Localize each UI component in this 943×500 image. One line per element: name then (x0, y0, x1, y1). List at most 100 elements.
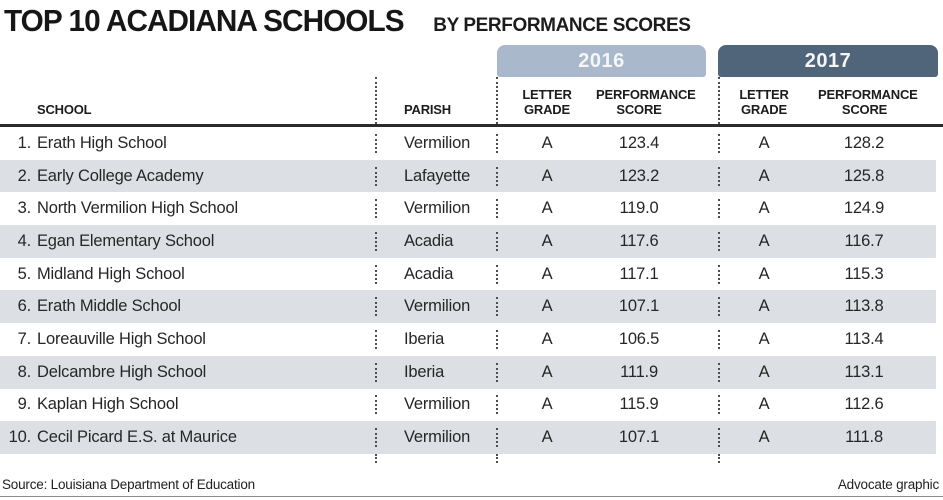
letter-grade-2017-value: A (718, 395, 818, 415)
performance-score-2016-value: 117.1 (619, 264, 659, 283)
school-rank: 6. (17, 297, 32, 316)
performance-score-2016-value: 107.1 (618, 297, 660, 316)
parish-value: Vermilion (375, 395, 496, 415)
column-header-performance-score-2016: PERFORMANCE SCORE (596, 77, 718, 124)
performance-score-label-line2: SCORE (616, 102, 662, 118)
school-rank: 4. (17, 231, 32, 250)
performance-score-label-line1: PERFORMANCE (818, 86, 918, 102)
school-cell: 5. Midland High School (0, 265, 375, 284)
dotted-stub (375, 453, 496, 463)
performance-score-2017-value: 113.8 (844, 297, 884, 316)
performance-score-2016-value: 115.9 (619, 395, 659, 414)
performance-score-2016-value: 123.4 (618, 133, 660, 152)
school-cell: 7. Loreauville High School (0, 330, 375, 349)
school-rank: 3. (17, 199, 32, 218)
school-name: Erath Middle School (37, 297, 181, 316)
page-title: TOP 10 ACADIANA SCHOOLS (4, 3, 405, 38)
table-row: 2. Early College Academy Lafayette A 123… (0, 159, 936, 193)
performance-score-2017-value: 116.7 (844, 231, 884, 250)
performance-score-2016-value: 106.5 (618, 329, 660, 348)
table-body: 1. Erath High School Vermilion A 123.4 A… (0, 127, 936, 454)
table-row: 6. Erath Middle School Vermilion A 107.1… (0, 290, 936, 324)
page-subtitle: BY PERFORMANCE SCORES (433, 15, 691, 36)
performance-score-2016-value: 111.9 (620, 362, 658, 381)
school-cell: 10. Cecil Picard E.S. at Maurice (0, 428, 375, 447)
letter-grade-2017-value: A (718, 133, 818, 153)
letter-grade-label-line1: LETTER (739, 86, 789, 102)
letter-grade-label-line1: LETTER (522, 86, 572, 102)
letter-grade-2016-value: A (496, 297, 596, 317)
performance-score-2016-value: 123.2 (618, 166, 660, 185)
letter-grade-label-line2: GRADE (741, 102, 787, 118)
performance-score-2017-value: 112.6 (844, 395, 884, 414)
school-cell: 9. Kaplan High School (0, 395, 375, 414)
table-row: 7. Loreauville High School Iberia A 106.… (0, 323, 936, 356)
letter-grade-2016-value: A (496, 133, 596, 153)
performance-score-2017-value: 111.8 (845, 428, 883, 447)
school-name: Delcambre High School (37, 362, 207, 381)
column-header-parish: PARISH (375, 77, 496, 124)
column-header-letter-grade-2017: LETTER GRADE (718, 77, 818, 124)
school-name: Erath High School (37, 133, 167, 152)
school-name: Midland High School (37, 264, 185, 283)
letter-grade-2017-value: A (718, 199, 818, 219)
stub-spacer (818, 454, 936, 463)
stub-spacer (0, 454, 375, 463)
performance-score-2017-value: 113.4 (844, 329, 884, 348)
school-rank: 5. (17, 264, 32, 283)
letter-grade-2017-value: A (718, 264, 818, 284)
letter-grade-label-line2: GRADE (524, 102, 570, 118)
graphic-credit: Advocate graphic (837, 476, 939, 492)
table-row: 1. Erath High School Vermilion A 123.4 A… (0, 127, 936, 160)
dotted-line-stubs (0, 453, 936, 463)
school-header-label: SCHOOL (37, 102, 92, 118)
letter-grade-2017-value: A (718, 166, 818, 186)
letter-grade-2016-value: A (496, 199, 596, 219)
school-cell: 6. Erath Middle School (0, 297, 375, 316)
source-credit: Source: Louisiana Department of Educatio… (2, 476, 255, 492)
performance-score-2017-value: 128.2 (843, 133, 885, 152)
letter-grade-2016-value: A (496, 264, 596, 284)
parish-value: Acadia (375, 264, 496, 284)
letter-grade-2017-value: A (718, 428, 818, 448)
school-rank: 7. (17, 329, 32, 348)
parish-value: Acadia (375, 231, 496, 251)
school-name: Cecil Picard E.S. at Maurice (37, 428, 237, 447)
table-row: 8. Delcambre High School Iberia A 111.9 … (0, 355, 936, 389)
performance-score-2017-value: 124.9 (843, 199, 885, 218)
letter-grade-2017-value: A (718, 231, 818, 251)
letter-grade-2017-value: A (718, 362, 818, 382)
letter-grade-2016-value: A (496, 166, 596, 186)
letter-grade-2016-value: A (496, 362, 596, 382)
stub-spacer (596, 454, 718, 463)
parish-header-label: PARISH (404, 102, 451, 118)
column-header-school: SCHOOL (0, 77, 375, 124)
column-header-row: SCHOOL PARISH LETTER GRADE PERFORMANCE S… (0, 77, 943, 127)
letter-grade-2016-value: A (496, 329, 596, 349)
parish-value: Vermilion (375, 297, 496, 317)
dotted-stub (496, 453, 596, 463)
letter-grade-2017-value: A (718, 297, 818, 317)
year-tabs-row: 2016 2017 (0, 45, 943, 77)
parish-value: Vermilion (375, 428, 496, 448)
table-row: 4. Egan Elementary School Acadia A 117.6… (0, 225, 936, 258)
school-cell: 2. Early College Academy (0, 167, 375, 186)
parish-value: Iberia (375, 362, 496, 382)
school-rank: 1. (17, 133, 32, 152)
table-row: 9. Kaplan High School Vermilion A 115.9 … (0, 389, 936, 422)
performance-score-2017-value: 113.1 (844, 362, 884, 381)
performance-score-2016-value: 119.0 (619, 199, 659, 218)
table-row: 3. North Vermilion High School Vermilion… (0, 192, 936, 225)
school-rank: 10. (8, 428, 32, 447)
title-row: TOP 10 ACADIANA SCHOOLS BY PERFORMANCE S… (0, 0, 943, 45)
parish-value: Lafayette (375, 166, 496, 186)
letter-grade-2016-value: A (496, 428, 596, 448)
bottom-rule (0, 496, 943, 497)
footer: Source: Louisiana Department of Educatio… (0, 463, 943, 492)
performance-score-2016-value: 107.1 (618, 428, 660, 447)
school-name: Kaplan High School (37, 395, 179, 414)
table-row: 5. Midland High School Acadia A 117.1 A … (0, 258, 936, 291)
table-row: 10. Cecil Picard E.S. at Maurice Vermili… (0, 421, 936, 454)
parish-value: Vermilion (375, 133, 496, 153)
school-cell: 8. Delcambre High School (0, 363, 375, 382)
